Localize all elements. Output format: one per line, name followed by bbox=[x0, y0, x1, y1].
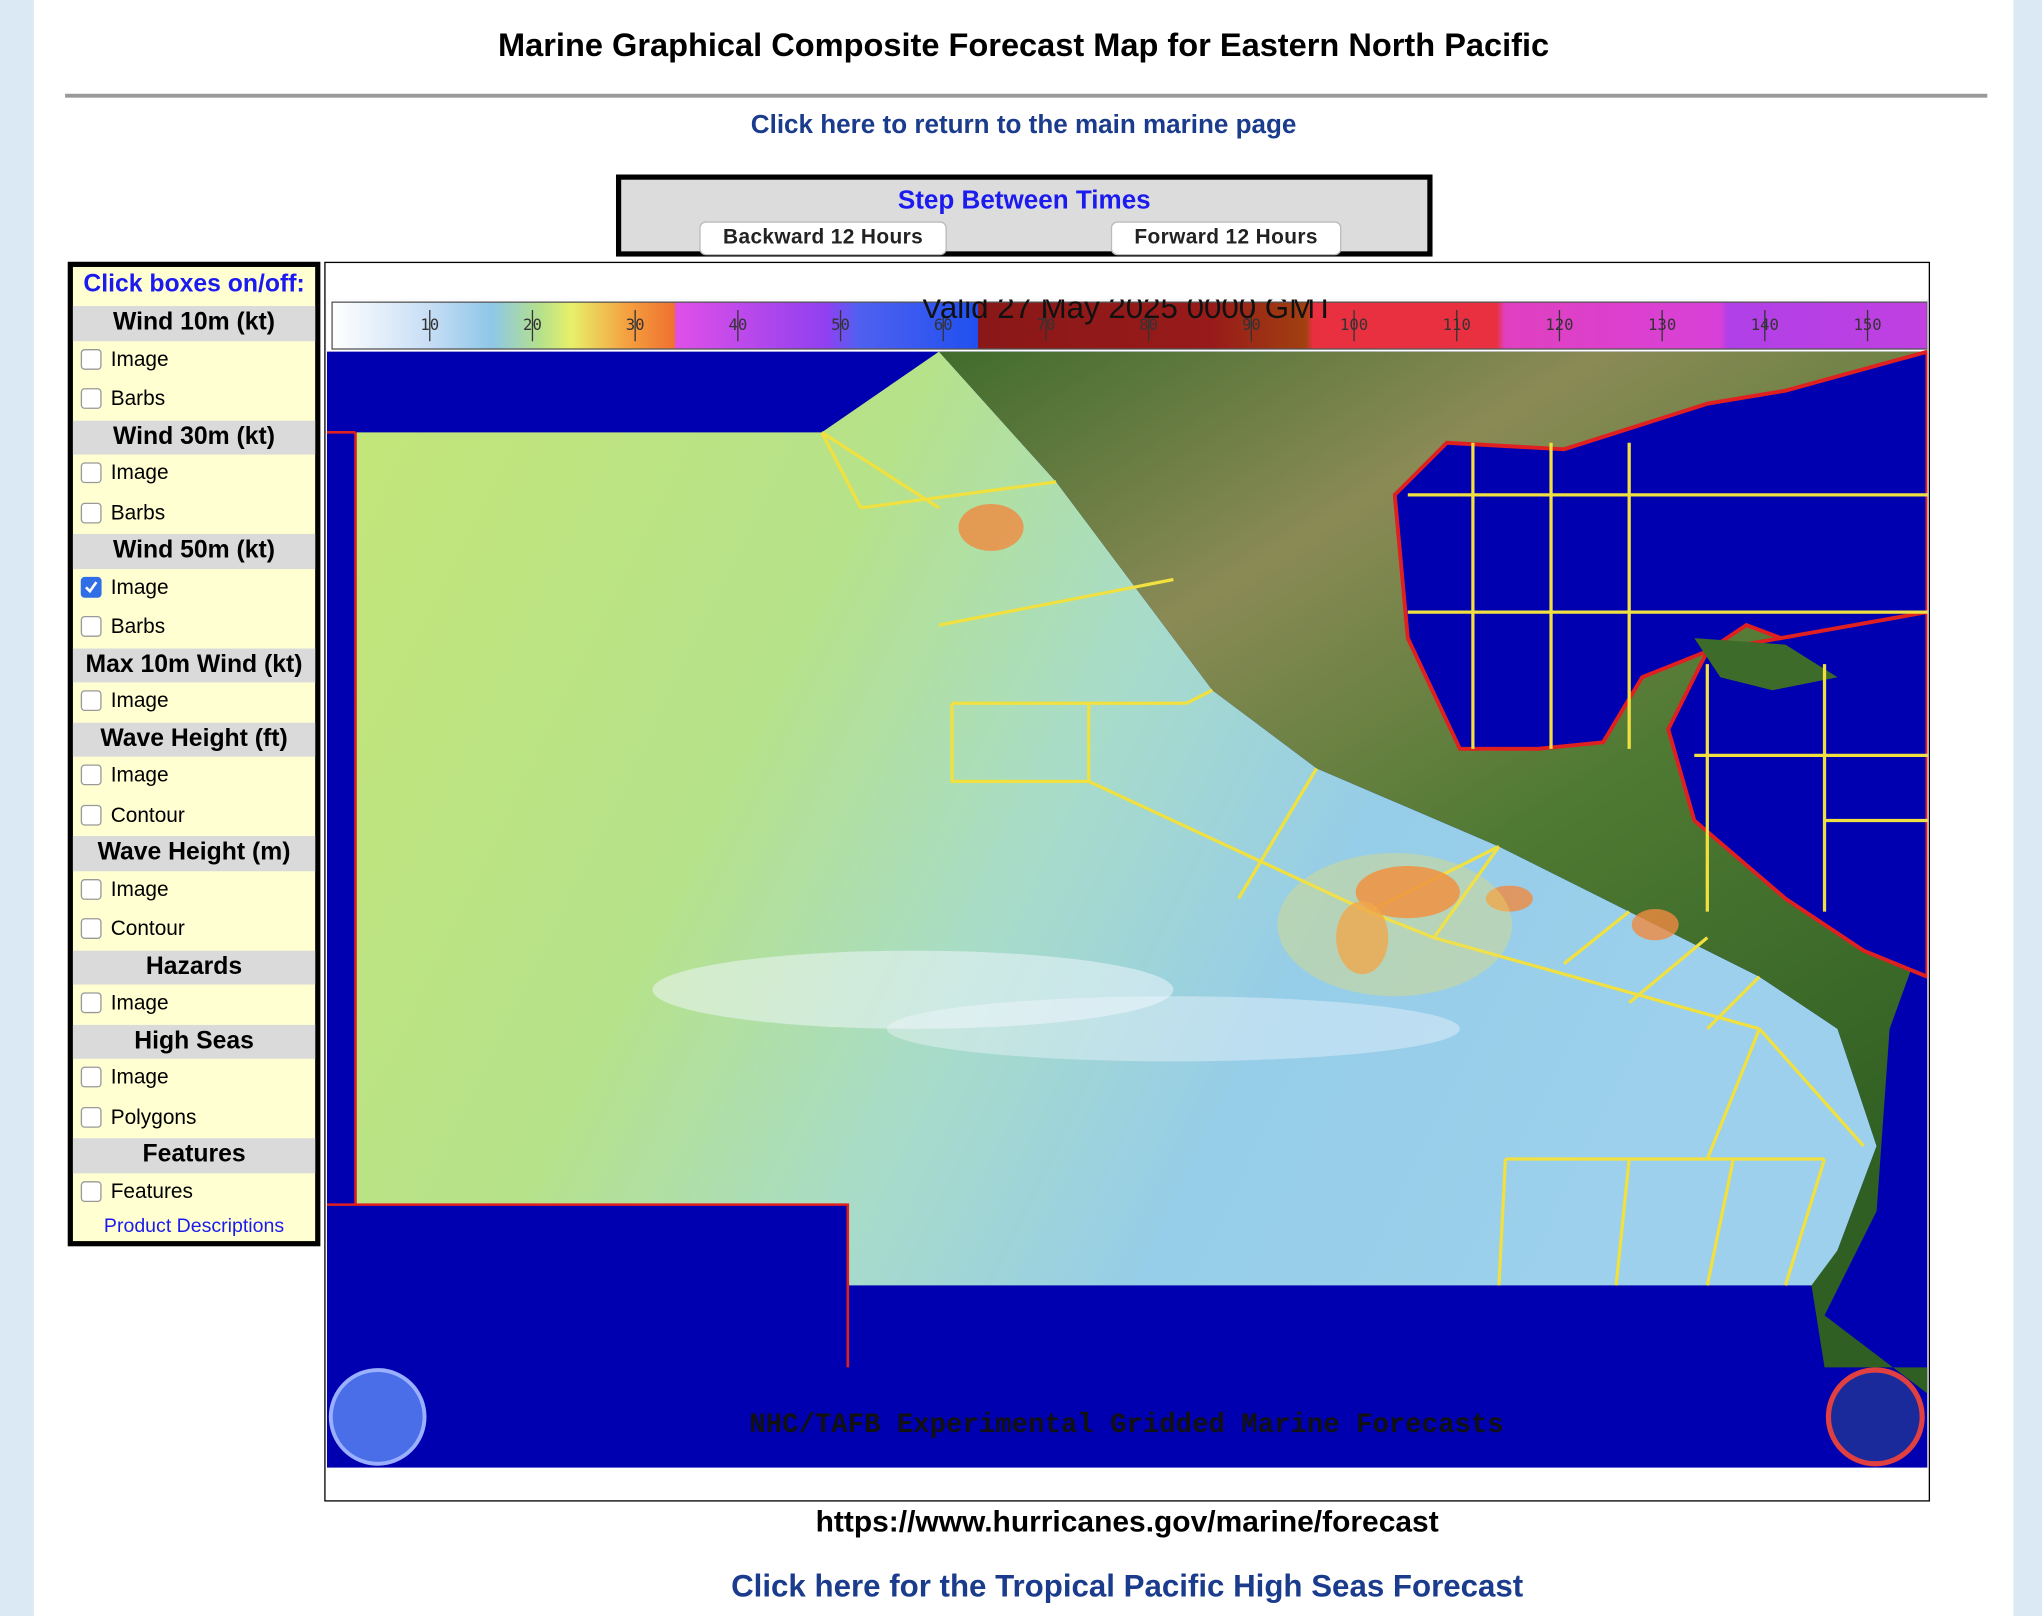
layer-option: Image bbox=[73, 985, 315, 1025]
layer-panel: Click boxes on/off: Wind 10m (kt) Image Ba… bbox=[67, 261, 321, 1247]
checkbox[interactable] bbox=[80, 348, 102, 370]
option-label: Barbs bbox=[110, 615, 166, 639]
valid-time: Valid 27 May 2025 0000 GMT bbox=[921, 300, 1334, 326]
check-mark bbox=[85, 580, 98, 593]
layer-option: Contour bbox=[73, 910, 315, 950]
section-title: Wind 10m (kt) bbox=[72, 306, 316, 341]
section-title: Wind 50m (kt) bbox=[72, 533, 316, 569]
section-title: Wave Height (ft) bbox=[72, 722, 316, 757]
checkbox[interactable] bbox=[80, 502, 102, 523]
section-title: Features bbox=[72, 1138, 316, 1173]
option-label: Contour bbox=[110, 918, 185, 941]
layer-option: Barbs bbox=[73, 608, 315, 648]
section-title: Wave Height (m) bbox=[72, 836, 316, 871]
section-title: Max 10m Wind (kt) bbox=[72, 647, 316, 683]
checkbox[interactable] bbox=[80, 1066, 102, 1088]
scale-label: 70 bbox=[1037, 316, 1056, 334]
layer-option: Image bbox=[73, 455, 315, 495]
layer-option: Image bbox=[73, 682, 315, 722]
scale-label: 20 bbox=[523, 316, 542, 334]
layer-option: Image bbox=[73, 871, 315, 911]
forecast-map: 10 20 30 40 50 60 70 80 90 100 110 120 130 140 150 Vali… bbox=[326, 299, 1928, 1468]
option-label: Features bbox=[110, 1180, 193, 1203]
main-marine-link[interactable]: Click here to return to the main marine … bbox=[750, 110, 1297, 140]
checkbox[interactable] bbox=[80, 804, 102, 826]
checkbox[interactable] bbox=[80, 690, 102, 712]
scale-label: 150 bbox=[1853, 316, 1881, 334]
option-label: Image bbox=[110, 764, 169, 787]
layer-option: Image bbox=[73, 757, 315, 797]
section-title: High Seas bbox=[72, 1024, 316, 1059]
map-frame: 10 20 30 40 50 60 70 80 90 100 110 120 130 140 150 Vali… bbox=[324, 261, 1931, 1502]
layer-option: Contour bbox=[73, 796, 315, 836]
scale-label: 60 bbox=[934, 316, 953, 334]
scale-label: 130 bbox=[1648, 316, 1676, 334]
option-label: Image bbox=[110, 462, 169, 485]
layer-option: Barbs bbox=[73, 494, 315, 534]
checkbox[interactable] bbox=[80, 1106, 102, 1128]
checkbox[interactable] bbox=[80, 764, 102, 786]
checkbox[interactable] bbox=[80, 615, 102, 637]
option-label: Contour bbox=[110, 804, 185, 827]
option-label: Image bbox=[110, 576, 169, 599]
product-descriptions-link[interactable]: Product Descriptions bbox=[103, 1215, 285, 1238]
option-label: Image bbox=[110, 690, 169, 713]
scale-label: 120 bbox=[1545, 316, 1573, 334]
option-label: Image bbox=[110, 992, 169, 1015]
section-title: Wind 30m (kt) bbox=[72, 419, 316, 455]
step-controls: Step Between Times Backward 12 Hours For… bbox=[615, 174, 1433, 257]
layer-option: Features bbox=[73, 1173, 315, 1213]
layer-option: Image bbox=[73, 568, 315, 608]
checkbox[interactable] bbox=[80, 576, 102, 598]
layer-option: Barbs bbox=[73, 380, 315, 420]
checkbox[interactable] bbox=[80, 1180, 102, 1202]
divider bbox=[65, 93, 1988, 98]
step-title: Step Between Times bbox=[897, 186, 1151, 215]
layer-option: Image bbox=[73, 1059, 315, 1099]
scale-label: 110 bbox=[1443, 316, 1471, 334]
scale-label: 30 bbox=[626, 316, 645, 334]
scale-label: 140 bbox=[1751, 316, 1779, 334]
layer-option: Image bbox=[73, 341, 315, 381]
checkbox[interactable] bbox=[80, 992, 102, 1014]
option-label: Image bbox=[110, 348, 169, 371]
backward-button[interactable]: Backward 12 Hours bbox=[699, 221, 947, 256]
scale-label: 100 bbox=[1340, 316, 1368, 334]
panel-heading: Click boxes on/off: bbox=[83, 270, 305, 299]
option-label: Barbs bbox=[110, 388, 166, 411]
forward-button[interactable]: Forward 12 Hours bbox=[1110, 221, 1342, 256]
option-label: Polygons bbox=[110, 1106, 197, 1129]
map-credit: NHC/TAFB Experimental Gridded Marine For… bbox=[749, 1410, 1503, 1441]
high-seas-link[interactable]: Click here for the Tropical Pacific High… bbox=[731, 1569, 1524, 1605]
check-path bbox=[85, 580, 98, 593]
option-label: Image bbox=[110, 878, 169, 901]
checkbox[interactable] bbox=[80, 462, 102, 484]
scale-label: 80 bbox=[1139, 316, 1158, 334]
scale-label: 10 bbox=[420, 316, 439, 334]
scale-label: 40 bbox=[728, 316, 747, 334]
checkbox[interactable] bbox=[80, 878, 102, 900]
checkbox[interactable] bbox=[80, 388, 102, 409]
page-url: https://www.hurricanes.gov/marine/foreca… bbox=[815, 1504, 1439, 1539]
layer-option: Polygons bbox=[73, 1098, 315, 1138]
page-title: Marine Graphical Composite Forecast Map … bbox=[498, 27, 1550, 64]
checkbox[interactable] bbox=[80, 918, 102, 939]
option-label: Barbs bbox=[110, 502, 166, 525]
scale-label: 50 bbox=[831, 316, 850, 334]
section-title: Hazards bbox=[72, 950, 316, 985]
option-label: Image bbox=[110, 1066, 169, 1089]
scale-label: 90 bbox=[1242, 316, 1261, 334]
